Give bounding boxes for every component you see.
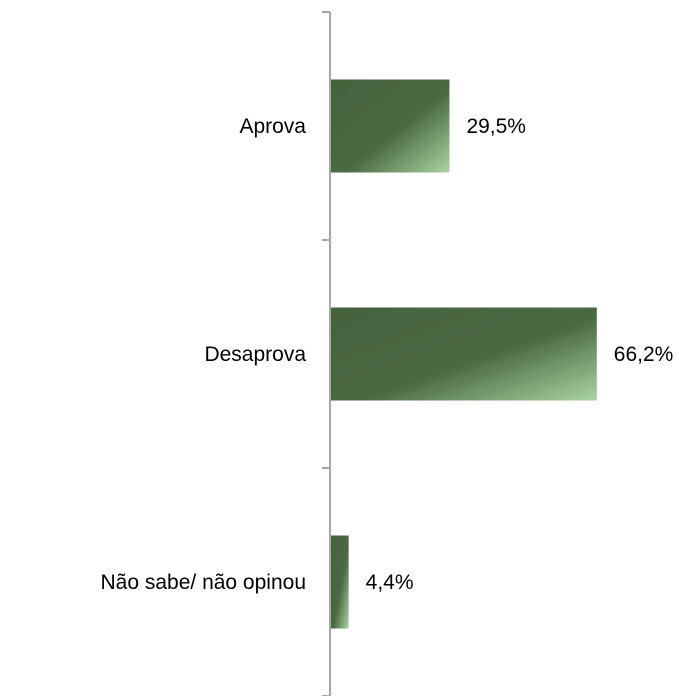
- bars-group: [331, 79, 597, 629]
- bar: [331, 79, 450, 173]
- data-label: 4,4%: [366, 571, 414, 594]
- labels-group: Aprova 29,5% Desaprova 66,2% Não sabe/ não o…: [101, 115, 674, 594]
- bar: [331, 307, 597, 401]
- bar: [331, 535, 349, 629]
- data-label: 66,2%: [614, 343, 674, 366]
- category-label: Aprova: [239, 115, 306, 138]
- category-label: Não sabe/ não opinou: [101, 571, 307, 594]
- data-label: 29,5%: [466, 115, 526, 138]
- category-axis: [322, 11, 331, 696]
- category-label: Desaprova: [204, 343, 306, 366]
